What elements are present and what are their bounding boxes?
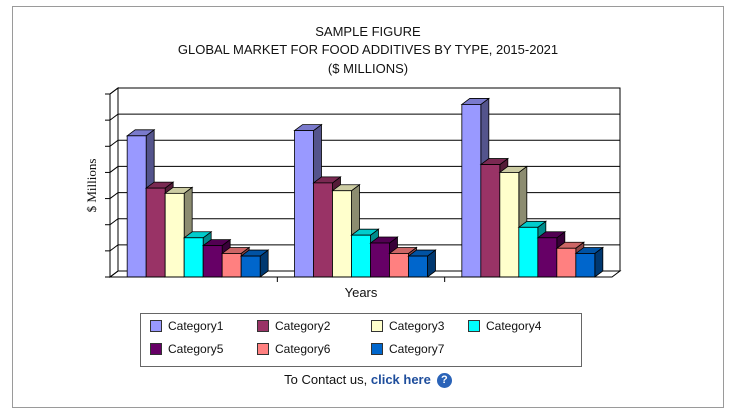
gridline [109, 218, 620, 226]
legend-swatch [150, 343, 162, 355]
legend-label: Category1 [168, 319, 224, 333]
bar [461, 104, 482, 278]
chart-title: SAMPLE FIGURE [315, 24, 421, 39]
gridline [109, 87, 620, 95]
bar [408, 255, 428, 278]
bar [294, 130, 314, 278]
bar [351, 234, 371, 278]
gridline [109, 139, 620, 147]
x-axis-label: Years [345, 285, 378, 300]
legend-swatch [150, 320, 162, 332]
legend-swatch [257, 320, 269, 332]
legend-swatch [257, 343, 269, 355]
bar [499, 172, 520, 278]
legend-label: Category6 [275, 342, 331, 356]
legend-label: Category3 [389, 319, 445, 333]
bar [370, 242, 390, 278]
legend-item: Category3 [371, 318, 444, 334]
gridline [109, 165, 620, 173]
bar [575, 253, 596, 278]
bar [389, 253, 409, 278]
plot-side-wall [109, 87, 119, 278]
bar [313, 182, 333, 278]
legend-item: Category4 [468, 318, 541, 334]
chart-legend: Category1 Category2 Category3 Category4 Cate… [140, 313, 582, 367]
bar [221, 253, 242, 278]
legend-swatch [468, 320, 480, 332]
legend-label: Category5 [168, 342, 224, 356]
help-icon[interactable]: ? [436, 373, 452, 389]
bar [480, 164, 501, 278]
bar [183, 237, 204, 278]
chart-unit-label: ($ MILLIONS) [327, 61, 409, 76]
bar [240, 255, 261, 278]
contact-line: To Contact us, click here? [0, 372, 736, 389]
legend-item: Category7 [371, 341, 444, 357]
legend-label: Category7 [389, 342, 445, 356]
gridline [109, 270, 620, 278]
legend-swatch [371, 320, 383, 332]
y-axis-label: $ Millions [84, 159, 99, 213]
bar [332, 190, 352, 278]
bar [556, 247, 577, 278]
bar [537, 237, 558, 278]
bar [145, 187, 166, 278]
gridline [109, 192, 620, 199]
legend-item: Category2 [257, 318, 330, 334]
contact-prefix: To Contact us, [284, 372, 371, 387]
bar [202, 245, 223, 278]
legend-label: Category4 [486, 319, 542, 333]
bar [518, 226, 539, 278]
bar [164, 192, 185, 278]
chart-subtitle: GLOBAL MARKET FOR FOOD ADDITIVES BY TYPE… [177, 42, 559, 57]
legend-item: Category5 [150, 341, 223, 357]
gridline [109, 113, 620, 121]
gridline [109, 244, 620, 252]
bar [126, 135, 147, 278]
click-here-link[interactable]: click here [370, 372, 431, 387]
legend-label: Category2 [275, 319, 331, 333]
legend-item: Category6 [257, 341, 330, 357]
legend-item: Category1 [150, 318, 223, 334]
legend-swatch [371, 343, 383, 355]
